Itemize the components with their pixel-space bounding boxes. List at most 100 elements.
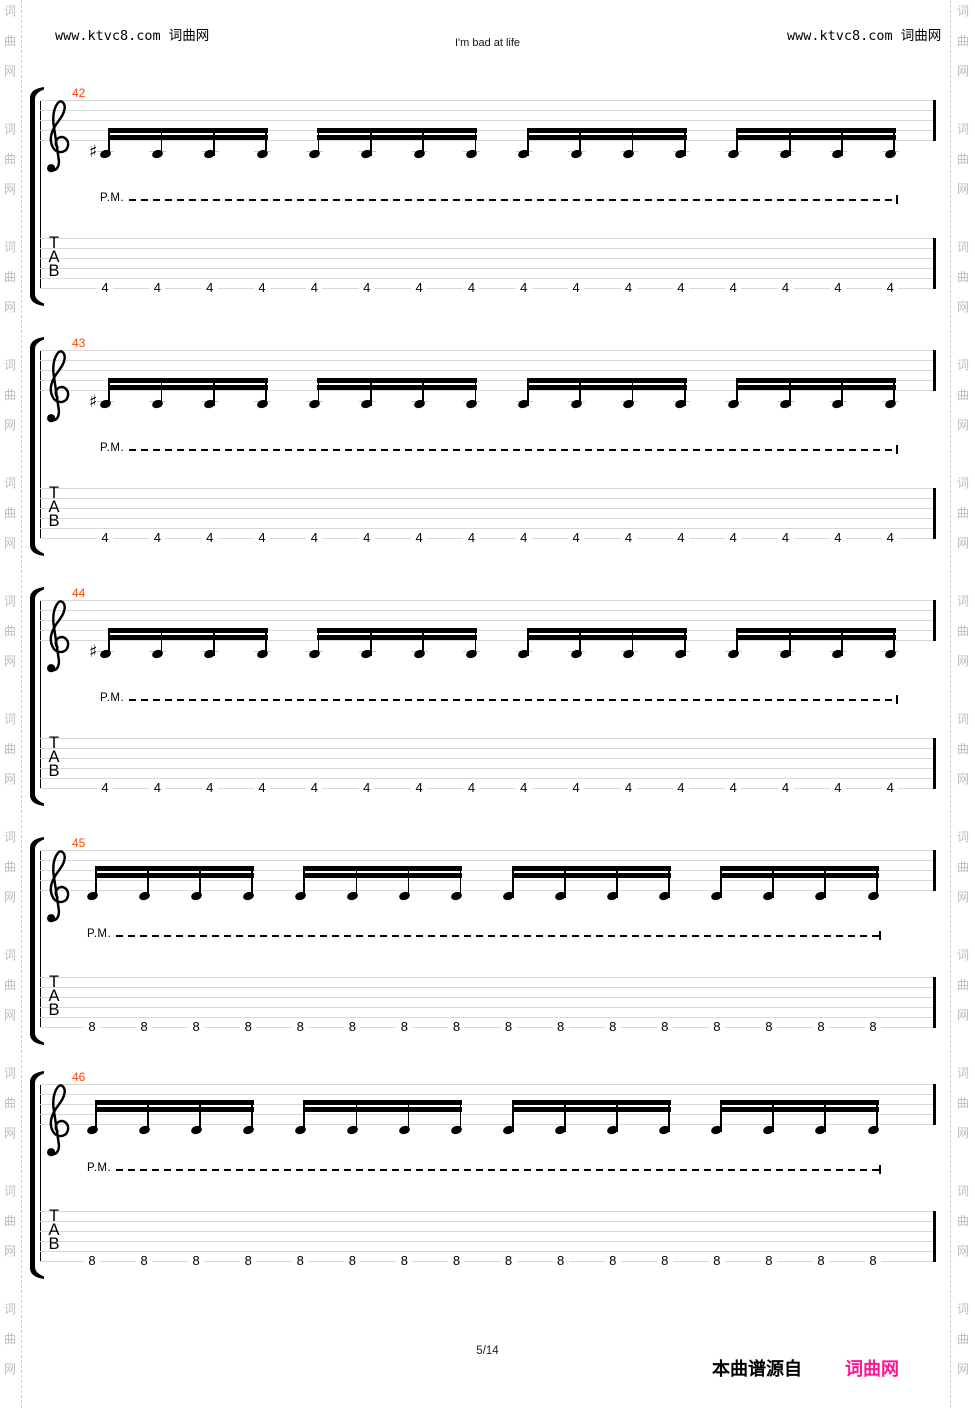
beam-lower	[736, 135, 897, 140]
tab-clef-letter: A	[48, 748, 60, 766]
begin-barline	[40, 850, 42, 1027]
side-watermark-char: 曲	[956, 506, 969, 520]
tab-clef-letter: T	[48, 973, 60, 991]
fret-number: 4	[97, 780, 113, 795]
sharp-accidental: ♯	[89, 142, 98, 162]
beam-upper	[736, 628, 897, 633]
notehead	[85, 890, 99, 902]
side-watermark-char: 词	[3, 476, 16, 490]
fret-number: 4	[882, 780, 899, 795]
tab-staff-line	[40, 778, 936, 779]
fret-number: 4	[463, 780, 480, 795]
note-stem	[199, 868, 202, 898]
fret-number: 8	[292, 1019, 309, 1034]
note-stem	[893, 130, 896, 156]
palm-mute-end-tick	[879, 931, 881, 940]
tab-staff-line	[40, 788, 936, 789]
note-stem	[841, 630, 843, 656]
note-stem	[893, 630, 896, 656]
side-watermark-char: 词	[3, 240, 16, 254]
footer-source-brand[interactable]: 词曲网	[845, 1359, 899, 1379]
note-stem	[369, 130, 372, 156]
tab-staff-line	[40, 268, 936, 269]
note-stem	[684, 630, 686, 656]
note-stem	[563, 1102, 566, 1132]
tab-staff-line	[40, 278, 936, 279]
tab-staff-line	[40, 1231, 936, 1232]
header-left-site-url: www.ktvc8.com 词曲网	[55, 28, 210, 44]
note-stem	[317, 380, 320, 406]
side-watermark-char: 网	[956, 1008, 969, 1022]
fret-number: 4	[620, 780, 637, 795]
note-stem	[422, 380, 425, 406]
side-watermark-char: 词	[956, 948, 969, 962]
side-watermark-char: 词	[956, 830, 969, 844]
fret-number: 8	[604, 1019, 621, 1034]
note-stem	[824, 868, 826, 898]
note-stem	[147, 1102, 150, 1132]
beam-lower	[95, 1107, 255, 1112]
side-watermark-char: 曲	[3, 506, 16, 520]
palm-mute-end-tick	[896, 695, 898, 704]
beam-upper	[719, 866, 880, 871]
side-watermark-char: 曲	[3, 34, 16, 48]
staff-line	[40, 350, 936, 351]
beam-upper	[95, 866, 255, 871]
staff-line	[40, 130, 936, 131]
tab-clef-letter: A	[48, 1221, 60, 1239]
side-watermark-char: 词	[3, 358, 16, 372]
palm-mute-end-tick	[896, 195, 898, 204]
note-stem	[160, 630, 163, 656]
palm-mute-dashes	[129, 699, 897, 701]
note-stem	[788, 130, 791, 156]
fret-number: 8	[656, 1253, 673, 1268]
side-watermark-char: 词	[3, 1066, 16, 1080]
beam-upper	[511, 866, 671, 871]
tab-clef-letter: T	[48, 1207, 60, 1225]
note-stem	[251, 1102, 254, 1132]
beam-lower	[317, 635, 478, 640]
note-stem	[667, 868, 670, 898]
tab-clef-letter: T	[48, 734, 60, 752]
staff-line	[40, 880, 936, 881]
note-stem	[563, 868, 566, 898]
end-barline-tab	[933, 738, 936, 789]
side-watermark-char: 网	[3, 1008, 16, 1022]
side-watermark-char: 词	[3, 1302, 16, 1316]
side-watermark-char: 词	[3, 948, 16, 962]
measure-number: 42	[72, 86, 86, 100]
tab-clef-letter: T	[48, 484, 60, 502]
beam-upper	[511, 1100, 671, 1105]
note-stem	[422, 130, 425, 156]
fret-number: 4	[725, 280, 742, 295]
fret-number: 8	[188, 1253, 205, 1268]
note-stem	[684, 130, 686, 156]
tab-staff-line	[40, 248, 936, 249]
palm-mute-label: P.M.	[100, 442, 125, 454]
note-stem	[474, 380, 477, 406]
note-stem	[772, 1102, 774, 1132]
note-stem	[317, 130, 320, 156]
system-bracket	[27, 337, 45, 557]
fret-number: 8	[396, 1019, 413, 1034]
beam-upper	[736, 378, 897, 383]
tab-staff-line	[40, 1007, 936, 1008]
fret-number: 4	[515, 280, 532, 295]
staff-line	[40, 1094, 936, 1095]
note-stem	[355, 868, 358, 898]
fret-number: 8	[708, 1019, 725, 1034]
beam-lower	[303, 873, 463, 878]
beam-lower	[526, 135, 687, 140]
palm-mute-label: P.M.	[87, 928, 112, 940]
beam-lower	[736, 635, 897, 640]
staff-line	[40, 1104, 936, 1105]
side-watermark-char: 曲	[956, 624, 969, 638]
side-watermark-char: 网	[956, 536, 969, 550]
fret-number: 4	[149, 530, 166, 545]
side-watermark-char: 网	[3, 1362, 16, 1376]
tab-staff-line	[40, 768, 936, 769]
fret-number: 8	[865, 1019, 882, 1034]
staff-line	[40, 140, 936, 141]
fret-number: 8	[240, 1019, 257, 1034]
note-stem	[736, 380, 739, 406]
